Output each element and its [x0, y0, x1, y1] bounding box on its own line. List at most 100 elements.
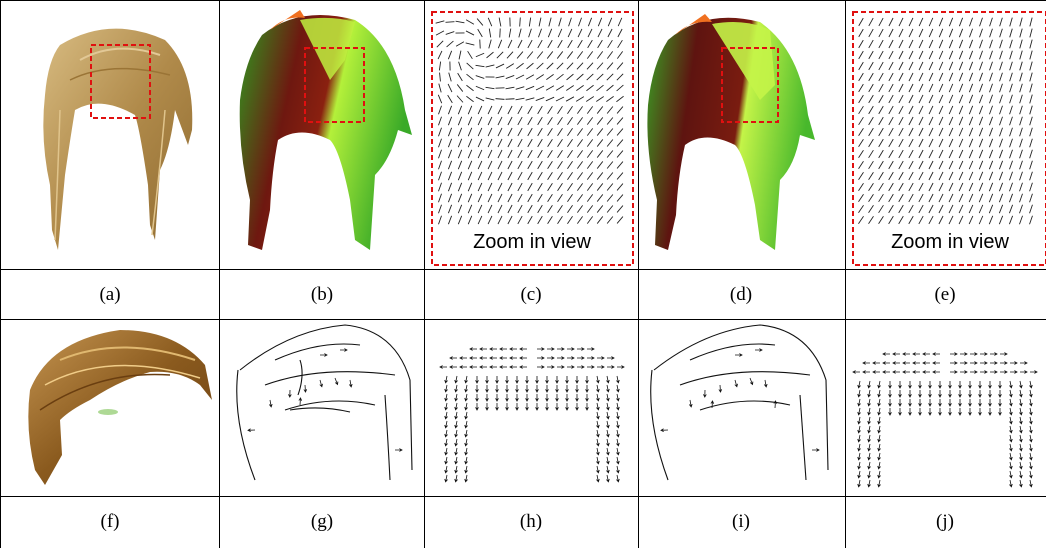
arrow-mark — [565, 385, 569, 393]
stroke-mark — [507, 138, 513, 148]
arrow-mark — [867, 470, 871, 479]
stroke-mark — [547, 160, 553, 170]
stroke-mark — [606, 106, 614, 114]
stroke-mark — [989, 50, 993, 60]
stroke-mark — [477, 204, 483, 214]
stroke-mark — [908, 28, 914, 38]
stroke-mark — [547, 127, 553, 137]
stroke-mark — [616, 216, 624, 224]
stroke-mark — [495, 75, 505, 79]
arrow-mark — [867, 452, 871, 461]
stroke-mark — [1029, 138, 1033, 148]
arrow-mark — [247, 428, 256, 432]
stroke-mark — [1009, 39, 1013, 49]
stroke-mark — [597, 17, 603, 27]
arrow-mark — [1019, 407, 1023, 416]
stroke-mark — [438, 193, 442, 203]
arrow-mark — [535, 376, 539, 384]
arrow-mark — [1029, 380, 1033, 389]
arrow-mark — [1019, 380, 1023, 389]
stroke-mark — [948, 17, 954, 27]
stroke-mark — [888, 171, 894, 181]
stroke-mark — [1029, 105, 1033, 115]
stroke-mark — [928, 193, 934, 203]
stroke-mark — [577, 216, 583, 224]
arrow-mark — [567, 356, 575, 360]
arrow-mark — [545, 394, 549, 402]
arrow-mark — [877, 461, 881, 470]
stroke-mark — [898, 138, 904, 148]
stroke-mark — [888, 193, 894, 203]
stroke-mark — [457, 138, 463, 148]
stroke-mark — [968, 160, 974, 170]
arrow-mark — [1029, 407, 1033, 416]
stroke-mark — [527, 39, 533, 49]
stroke-mark — [938, 17, 944, 27]
arrow-mark — [444, 402, 448, 411]
stroke-mark — [908, 39, 914, 49]
arrow-mark — [535, 394, 539, 402]
stroke-mark — [517, 127, 523, 137]
arrow-mark — [978, 399, 982, 407]
arrow-mark — [1019, 479, 1023, 488]
stroke-mark — [577, 183, 583, 191]
arrow-mark — [616, 402, 620, 411]
stroke-mark — [537, 105, 543, 115]
stroke-mark — [538, 28, 542, 38]
stroke-mark — [918, 50, 924, 60]
stroke-mark — [475, 52, 485, 58]
arrow-mark — [912, 361, 920, 365]
arrow-mark — [950, 370, 958, 374]
stroke-mark — [606, 183, 614, 191]
stroke-mark — [547, 105, 553, 115]
stroke-mark — [1029, 17, 1033, 27]
stroke-mark — [546, 51, 554, 59]
arrow-mark — [1009, 389, 1013, 398]
stroke-mark — [528, 17, 532, 27]
arrow-mark — [857, 389, 861, 398]
stroke-mark — [868, 182, 874, 192]
stroke-mark — [446, 40, 454, 48]
stroke-mark — [968, 83, 974, 93]
stroke-mark — [888, 39, 894, 49]
arrow-mark — [464, 438, 468, 447]
stroke-mark — [998, 215, 1004, 225]
arrow-mark — [616, 456, 620, 465]
stroke-mark — [1029, 215, 1033, 225]
arrow-mark — [968, 381, 972, 389]
stroke-mark — [477, 127, 483, 137]
stroke-mark — [888, 50, 894, 60]
arrow-mark — [950, 352, 958, 356]
arrow-mark — [867, 434, 871, 443]
arrow-mark — [1029, 443, 1033, 452]
arrow-mark — [444, 447, 448, 456]
arrow-mark — [555, 394, 559, 402]
arrow-mark — [485, 403, 489, 411]
arrow-mark — [968, 408, 972, 416]
panel-f-hair-image — [28, 330, 213, 485]
stroke-mark — [457, 105, 463, 115]
stroke-mark — [537, 160, 543, 170]
arrow-mark — [938, 408, 942, 416]
stroke-mark — [1029, 171, 1033, 181]
stroke-mark — [858, 72, 864, 82]
arrow-mark — [449, 365, 457, 369]
stroke-mark — [555, 85, 565, 91]
stroke-mark — [586, 84, 594, 92]
arrow-mark — [596, 393, 600, 402]
stroke-mark — [938, 182, 944, 192]
stroke-mark — [586, 150, 594, 158]
stroke-mark — [868, 83, 874, 93]
arrow-mark — [960, 352, 968, 356]
stroke-mark — [487, 127, 493, 137]
stroke-mark — [928, 116, 934, 126]
arrow-mark — [1019, 389, 1023, 398]
arrow-mark — [459, 356, 467, 360]
arrow-mark — [857, 479, 861, 488]
stroke-mark — [948, 204, 954, 214]
stroke-mark — [597, 39, 603, 49]
stroke-mark — [918, 17, 924, 27]
arrow-mark — [990, 352, 998, 356]
arrow-mark — [616, 411, 620, 420]
stroke-mark — [888, 105, 894, 115]
